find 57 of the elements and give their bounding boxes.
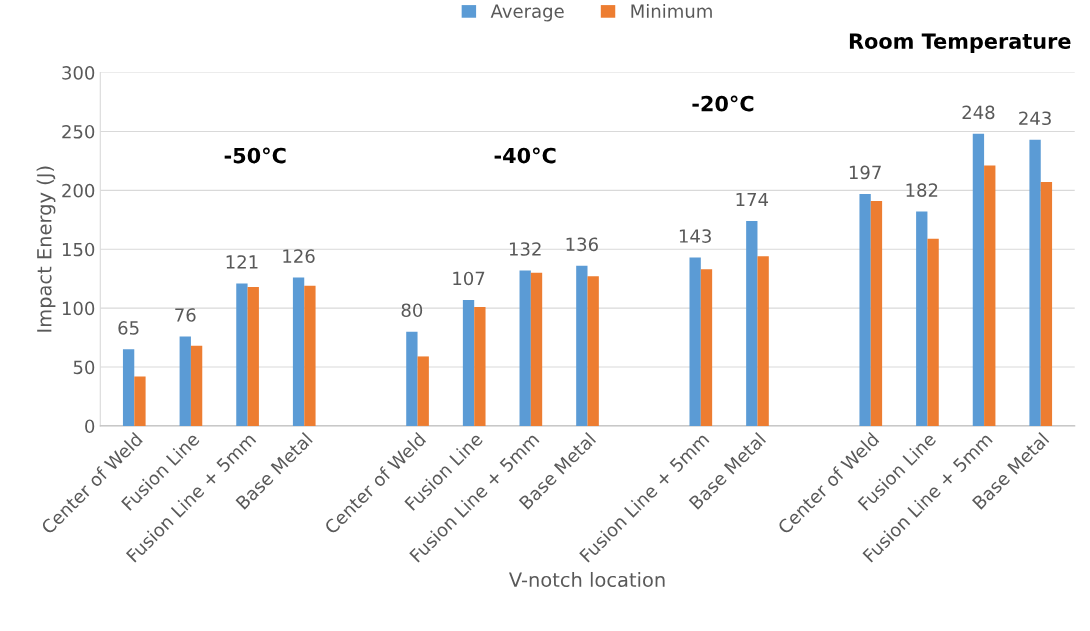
y-tick-label: 150 [62, 242, 95, 257]
bar [700, 269, 713, 426]
data-label: 143 [679, 229, 711, 243]
data-label: 80 [401, 303, 423, 318]
data-label: 197 [849, 165, 881, 180]
bar [122, 349, 135, 426]
annotation: -20°C [692, 95, 754, 112]
data-label: 182 [906, 183, 938, 197]
y-tick-label: 250 [62, 124, 95, 139]
annotation: -40°C [494, 147, 556, 164]
data-label: 126 [283, 249, 315, 263]
bar [474, 306, 486, 426]
bar [587, 276, 599, 426]
bar [304, 285, 316, 426]
y-tick-label: 200 [62, 183, 95, 198]
bar [406, 331, 418, 426]
data-label: 248 [962, 105, 995, 120]
y-tick-label: 100 [62, 301, 95, 316]
bar [292, 277, 305, 426]
bar [927, 238, 939, 426]
bar [746, 220, 758, 426]
bar [916, 211, 928, 426]
bar [179, 336, 191, 426]
y-tick-label: 300 [62, 66, 95, 80]
bar [134, 376, 146, 426]
bar [576, 265, 588, 426]
bar [859, 193, 871, 426]
legend-label: Minimum [631, 4, 712, 18]
annotation: -50°C [224, 147, 286, 164]
bar [247, 286, 259, 426]
bar [757, 256, 769, 426]
bar [689, 257, 701, 426]
x-axis-title: V-notch location [508, 572, 665, 588]
y-axis-title: Impact Energy (J) [36, 166, 56, 332]
data-label: 174 [736, 192, 769, 207]
data-label: 132 [509, 242, 541, 256]
bar [1029, 139, 1041, 426]
data-label: 243 [1019, 111, 1051, 126]
legend-label: Average [490, 4, 564, 22]
bar [530, 272, 543, 426]
data-label: 136 [566, 237, 598, 252]
bar [870, 200, 883, 426]
bar [1040, 182, 1053, 426]
data-label: 76 [175, 308, 196, 322]
y-tick-label: 50 [73, 360, 95, 375]
bar [417, 356, 429, 426]
bar [519, 270, 531, 426]
bar [984, 165, 996, 426]
bar [462, 299, 475, 426]
bar [972, 133, 985, 426]
text: Room Temperature [849, 33, 1071, 53]
data-label: 121 [226, 255, 258, 269]
bar [190, 345, 203, 426]
bar [236, 283, 248, 426]
data-label: 107 [453, 271, 485, 286]
data-label: 65 [118, 321, 139, 335]
y-tick-label: 0 [85, 419, 95, 434]
